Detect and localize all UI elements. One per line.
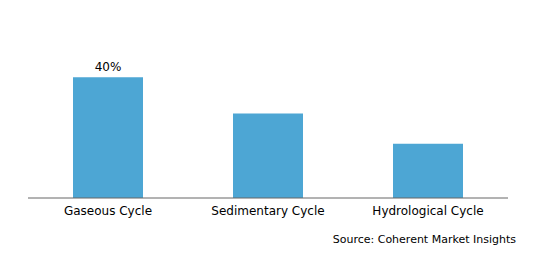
html-text:Source: Coherent Market Insigh: Source: Coherent Market Insights xyxy=(332,233,516,246)
svg-text:Sedimentary Cycle: Sedimentary Cycle xyxy=(211,204,324,218)
svg-text:40%: 40% xyxy=(95,60,122,74)
svg-text:Hydrological Cycle: Hydrological Cycle xyxy=(372,204,483,218)
svg-text:Gaseous Cycle: Gaseous Cycle xyxy=(64,204,152,218)
